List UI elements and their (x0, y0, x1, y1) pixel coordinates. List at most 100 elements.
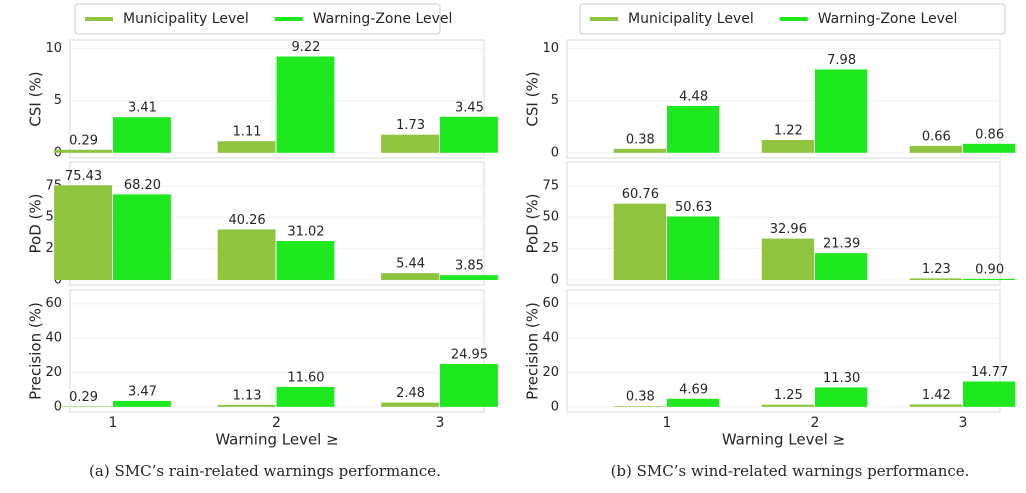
axes-frame (566, 39, 1001, 159)
value-label: 14.77 (971, 365, 1008, 380)
bar (381, 273, 439, 280)
value-label: 0.38 (626, 390, 655, 405)
value-label: 3.47 (128, 384, 157, 399)
y-axis-label: CSI (%) (524, 71, 542, 126)
value-label: 0.38 (626, 132, 655, 147)
y-axis-label: CSI (%) (27, 71, 45, 126)
bar (276, 56, 335, 153)
value-label: 21.39 (823, 237, 860, 252)
bar (761, 404, 814, 407)
bar (909, 278, 962, 280)
value-label: 7.98 (827, 53, 856, 68)
value-label: 24.95 (451, 347, 488, 362)
bar (815, 69, 868, 153)
bar (963, 278, 1016, 280)
y-tick-label: 60 (45, 296, 62, 311)
value-label: 1.13 (233, 388, 262, 403)
x-axis-label: Warning Level ≥ (722, 431, 845, 449)
legend-label: Warning-Zone Level (313, 11, 453, 27)
value-label: 3.85 (455, 259, 484, 274)
bar (909, 404, 962, 407)
value-label: 75.43 (65, 169, 102, 184)
bar (276, 241, 335, 280)
bar (815, 387, 868, 407)
legend-label: Municipality Level (123, 11, 249, 27)
bar (909, 145, 962, 153)
bar (963, 143, 1016, 153)
y-tick-label: 5 (54, 93, 62, 108)
bar (761, 140, 814, 153)
bar (54, 185, 112, 280)
value-label: 0.29 (69, 390, 98, 405)
value-label: 0.86 (975, 127, 1004, 142)
y-tick-label: 20 (45, 365, 62, 380)
bar (440, 116, 498, 153)
bar (217, 229, 276, 280)
bar (113, 194, 171, 280)
legend-box (74, 3, 441, 35)
x-tick-label: 3 (959, 415, 968, 431)
bar (113, 400, 171, 407)
value-label: 0.66 (922, 129, 951, 144)
value-label: 0.29 (69, 133, 98, 148)
bar (815, 253, 868, 280)
bar (440, 275, 498, 280)
value-label: 1.22 (774, 124, 803, 139)
x-axis-label: Warning Level ≥ (215, 431, 338, 449)
y-tick-label: 10 (542, 41, 559, 56)
bar (667, 398, 720, 407)
value-label: 11.30 (823, 371, 860, 386)
value-label: 68.20 (124, 178, 161, 193)
bar (667, 216, 720, 280)
y-tick-label: 75 (542, 178, 559, 193)
axes-frame (566, 289, 1001, 413)
value-label: 3.45 (455, 100, 484, 115)
bar (381, 134, 439, 153)
value-label: 0.90 (975, 262, 1004, 277)
value-label: 1.25 (774, 388, 803, 403)
y-tick-label: 0 (551, 145, 559, 160)
bar (613, 148, 666, 153)
y-tick-label: 40 (45, 331, 62, 346)
bar (613, 203, 666, 280)
y-tick-label: 50 (542, 210, 559, 225)
y-axis-label: Precision (%) (27, 302, 45, 400)
value-label: 31.02 (287, 225, 324, 240)
value-label: 1.23 (922, 262, 951, 277)
value-label: 1.73 (396, 118, 425, 133)
y-tick-label: 25 (542, 241, 559, 256)
value-label: 4.48 (679, 89, 708, 104)
x-tick-label: 2 (272, 415, 281, 431)
x-tick-label: 1 (663, 415, 672, 431)
y-tick-label: 20 (542, 365, 559, 380)
y-axis-label: PoD (%) (524, 194, 542, 254)
y-axis-label: Precision (%) (524, 302, 542, 400)
value-label: 40.26 (228, 213, 265, 228)
bar (276, 386, 335, 407)
bar (217, 404, 276, 407)
bar (381, 402, 439, 407)
x-tick-label: 3 (436, 415, 445, 431)
value-label: 9.22 (291, 40, 320, 55)
bar (613, 406, 666, 407)
value-label: 2.48 (396, 386, 425, 401)
y-axis-label: PoD (%) (27, 194, 45, 254)
x-tick-label: 2 (811, 415, 820, 431)
value-label: 11.60 (287, 370, 324, 385)
value-label: 1.11 (233, 125, 262, 140)
y-tick-label: 5 (551, 93, 559, 108)
value-label: 5.44 (396, 257, 425, 272)
value-label: 32.96 (770, 222, 807, 237)
value-label: 3.41 (128, 101, 157, 116)
bar (440, 363, 498, 407)
legend-label: Warning-Zone Level (818, 11, 958, 27)
y-tick-label: 0 (551, 272, 559, 287)
bar (54, 149, 112, 153)
value-label: 50.63 (675, 200, 712, 215)
bar (667, 105, 720, 153)
y-tick-label: 40 (542, 331, 559, 346)
caption: (b) SMC’s wind-related warnings performa… (611, 462, 970, 480)
value-label: 4.69 (679, 382, 708, 397)
y-tick-label: 0 (551, 399, 559, 414)
